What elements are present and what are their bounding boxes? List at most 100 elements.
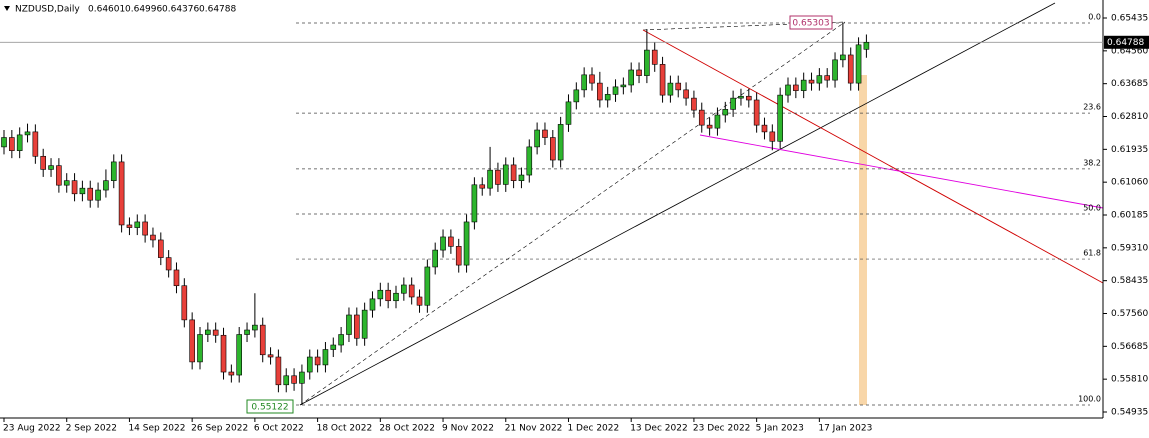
candle-body [189, 319, 195, 363]
candle-body [581, 74, 587, 91]
candle-body [793, 84, 799, 91]
candle-body [432, 249, 439, 268]
fib-high-label-box [789, 15, 833, 30]
x-tick-label: 1 Dec 2022 [567, 424, 619, 434]
candle-body [197, 334, 203, 363]
candle-body [158, 239, 164, 258]
candle-body [471, 184, 478, 223]
x-tick-label: 13 Dec 2022 [630, 424, 688, 434]
candle-body [150, 234, 156, 241]
candle-body [542, 129, 548, 138]
candle-body [824, 75, 831, 81]
candle-body [299, 371, 305, 384]
candle-body [63, 180, 70, 186]
candle-body [675, 82, 682, 91]
candle-body [32, 131, 39, 157]
trend-line [299, 2, 1056, 406]
candle-body [636, 69, 642, 76]
candle-body [110, 161, 117, 181]
quote-low: 0.64376 [162, 5, 199, 15]
candle-body [79, 187, 86, 195]
candle-body [706, 124, 713, 129]
candle-body [847, 54, 854, 84]
candle-body [808, 79, 815, 84]
fib-low-label-box [246, 399, 294, 414]
candle-body [683, 89, 689, 99]
x-tick-label: 17 Jan 2023 [818, 424, 872, 434]
trendlines [299, 2, 1104, 406]
candle-body [659, 64, 666, 96]
x-tick-label: 28 Oct 2022 [379, 424, 435, 434]
x-tick-label: 23 Dec 2022 [693, 424, 751, 434]
candle-body [738, 95, 744, 99]
candle-body [393, 292, 399, 302]
candle-body [612, 86, 619, 95]
candle-body [385, 289, 391, 302]
candle-body [761, 124, 768, 133]
highlight-bar [859, 75, 867, 405]
quote-high: 0.64996 [125, 5, 162, 15]
candle-body [283, 375, 290, 386]
candle-body [510, 164, 517, 181]
candle-body [691, 97, 697, 111]
candle-body [95, 189, 101, 201]
candle-body [448, 236, 454, 247]
symbol: NZDUSD,Daily [15, 5, 80, 15]
candle-body [24, 131, 31, 136]
candle-body [48, 165, 54, 170]
candle-body [103, 180, 109, 191]
candle-body [769, 131, 776, 142]
y-tick-label: 0.57560 [1111, 309, 1148, 319]
fib-level-label: 23.6 [1083, 103, 1101, 112]
candle-body [589, 74, 595, 84]
candle-body [173, 269, 180, 287]
candle-body [330, 344, 337, 350]
candle-body [745, 95, 752, 101]
candle-body [361, 309, 368, 339]
candle-body [142, 221, 148, 236]
y-tick-label: 0.55810 [1111, 375, 1148, 385]
y-tick-label: 0.54935 [1111, 407, 1148, 417]
x-tick-label: 5 Jan 2023 [756, 424, 804, 434]
y-tick-label: 0.58435 [1111, 276, 1148, 286]
candle-body [628, 69, 635, 86]
candle-body [71, 180, 78, 195]
candle-body [753, 99, 760, 126]
candle-body [526, 146, 533, 176]
candle-body [502, 164, 509, 185]
current-price-tag [1104, 35, 1149, 49]
menu-triangle [4, 6, 10, 11]
candle-body [698, 109, 705, 126]
candle-body [722, 109, 729, 116]
y-tick-label: 0.59310 [1111, 243, 1148, 253]
candle-body [134, 221, 141, 228]
candle-body [212, 329, 219, 336]
candle-body [855, 44, 862, 84]
candle-body [1, 137, 7, 148]
x-tick-label: 18 Oct 2022 [317, 424, 373, 434]
candle-body [353, 314, 360, 339]
candle-body [620, 84, 627, 88]
candle-body [338, 334, 344, 346]
x-tick-label: 14 Sep 2022 [128, 424, 185, 434]
candle-body [495, 169, 501, 185]
y-tick-label: 0.62810 [1111, 112, 1148, 122]
candle-body [730, 97, 736, 110]
candle-body [244, 329, 250, 335]
candle-body [118, 161, 125, 226]
fib-level-label: 61.8 [1083, 249, 1101, 258]
candle-body [785, 84, 791, 96]
candle-body [408, 284, 415, 298]
candle-body [440, 236, 446, 251]
candle-body [314, 356, 321, 366]
candle-body [275, 356, 282, 386]
candle-body [416, 296, 423, 306]
candle-body [800, 79, 807, 91]
candle-body [463, 221, 470, 266]
candle-body [181, 285, 188, 321]
candle-body [377, 289, 384, 300]
candle-body [816, 75, 823, 84]
current-price-label: 0.64788 [1107, 38, 1144, 48]
